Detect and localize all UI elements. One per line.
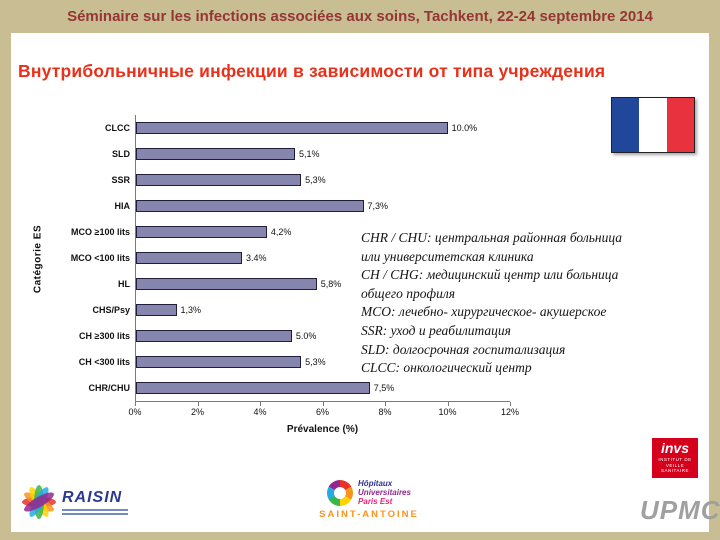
chart-body: Catégorie ES CLCC SLD SSR HIA MCO ≥100 lits M…: [29, 115, 549, 402]
chart-category-label: HL: [118, 279, 130, 289]
chart-bar-row: 1,3%: [136, 297, 510, 323]
hopitaux-logo-line1: Hôpitaux: [358, 479, 393, 488]
chart-bar: [136, 278, 317, 290]
upmc-logo-wordmark: UPMC: [640, 495, 720, 525]
chart-x-axis-title: Prévalence (%): [286, 424, 359, 435]
chart-bar: [136, 330, 292, 342]
x-axis-tick-mark: [385, 402, 386, 406]
chart-y-axis-title: Catégorie ES: [29, 115, 47, 402]
x-axis-tick-mark: [322, 402, 324, 406]
chart-category-label: HIA: [114, 201, 131, 211]
x-axis-tick-mark: [510, 402, 511, 406]
chart-bar-row: 10.0%: [136, 115, 510, 141]
chart-bar-value-label: 5,8%: [320, 279, 342, 289]
chart-category-label: CH <300 lits: [78, 357, 130, 367]
chart-bar: [136, 200, 364, 212]
chart-bar: [136, 252, 242, 264]
glossary-annotation-text: CHR / CHU: центральная районная больница…: [361, 230, 622, 376]
flag-blue-stripe: [612, 98, 640, 152]
x-axis-tick-label: 12%: [500, 407, 520, 417]
slide-title: Внутрибольничные инфекции в зависимости …: [18, 61, 606, 81]
chart-bar-value-label: 5,1%: [298, 149, 320, 159]
slide-header: Séminaire sur les infections associées a…: [0, 0, 720, 33]
hopitaux-logo-top: Hôpitaux Universitaires Paris Est: [303, 479, 435, 506]
chart-bar-value-label: 1,3%: [180, 305, 202, 315]
chart-category-label: MCO ≥100 lits: [71, 227, 130, 237]
hopitaux-logo-line3: Paris Est: [358, 497, 393, 506]
flag-white-stripe: [639, 98, 667, 152]
chart-bar-value-label: 7,3%: [367, 201, 389, 211]
x-axis-tick-label: 0%: [128, 407, 142, 417]
chart-category-label: CHS/Psy: [92, 305, 130, 315]
x-axis-tick-mark: [447, 402, 449, 406]
x-axis-tick-mark: [135, 402, 136, 406]
chart-bar-value-label: 7,5%: [373, 383, 395, 393]
chart-bar-row: 7,3%: [136, 193, 510, 219]
chart-plot: 10.0% 5,1% 5,3% 7,3% 4,2% 3.4% 5,8% 1,3% 5.0% 5,3…: [135, 115, 510, 402]
x-axis-tick-label: 4%: [253, 407, 267, 417]
chart-bar: [136, 174, 302, 186]
raisin-tagline-line: [62, 509, 128, 511]
chart-bar-row: 5,3%: [136, 167, 510, 193]
chart-category-label: MCO <100 lits: [70, 253, 130, 263]
chart-category-label: CH ≥300 lits: [79, 331, 130, 341]
saint-antoine-wordmark: SAINT-ANTOINE: [319, 509, 419, 520]
chart-bar-value-label: 5,3%: [305, 357, 326, 367]
chart-bar-value-label: 3.4%: [245, 253, 267, 263]
hopitaux-logo-line2: Universitaires: [358, 488, 411, 497]
chart-bar-row: 5,3%: [136, 349, 510, 375]
chart-bar: [136, 148, 295, 160]
chart-category-label: CHR/CHU: [88, 383, 131, 393]
raisin-logo-text-block: RAISIN: [62, 489, 128, 515]
raisin-logo: RAISIN: [16, 479, 128, 525]
invs-logo: invs INSTITUT DE VEILLE SANITAIRE: [652, 438, 698, 478]
x-axis-tick-label: 10%: [438, 407, 457, 417]
chart-bar-row: 3.4%: [136, 245, 510, 271]
chart-bar: [136, 356, 302, 368]
chart-category-labels: CLCC SLD SSR HIA MCO ≥100 lits MCO <100 lits H…: [47, 115, 135, 402]
x-axis-tick-label: 6%: [315, 407, 330, 417]
hopitaux-logo-text-block: Hôpitaux Universitaires Paris Est: [358, 479, 411, 506]
slide-content-area: Внутрибольничные инфекции в зависимости …: [11, 33, 720, 532]
raisin-logo-wordmark: RAISIN: [62, 489, 123, 506]
raisin-flower-icon: [22, 485, 56, 519]
chart-bar-row: 5,1%: [136, 141, 510, 167]
raisin-tagline-line: [62, 513, 128, 515]
prevalence-bar-chart: Catégorie ES CLCC SLD SSR HIA MCO ≥100 lits M…: [29, 115, 549, 435]
chart-y-axis-title-text: Catégorie ES: [32, 224, 44, 293]
chart-bar: [136, 304, 177, 316]
chart-category-label: SSR: [111, 175, 130, 185]
x-axis-tick-mark: [197, 402, 199, 406]
chart-bar-row: 5,8%: [136, 271, 510, 297]
chart-category-label: SLD: [112, 149, 130, 159]
chart-bar-row: 4,2%: [136, 219, 510, 245]
chart-bar-value-label: 10.0%: [451, 123, 478, 133]
chart-bar: [136, 382, 370, 394]
invs-logo-subtitle: INSTITUT DE VEILLE SANITAIRE: [658, 457, 692, 473]
chart-bar: [136, 122, 448, 134]
chart-bar-value-label: 4,2%: [270, 227, 292, 237]
x-axis-tick-mark: [260, 402, 261, 406]
chart-bar-value-label: 5,3%: [305, 175, 326, 185]
flag-red-stripe: [666, 98, 694, 152]
chart-bar-row: 5.0%: [136, 323, 510, 349]
chart-x-axis: 0% 2% 4% 6% 8% 10% 12%: [128, 402, 519, 419]
hopitaux-circle-icon: [327, 479, 354, 506]
chart-category-label: CLCC: [105, 123, 130, 133]
x-axis-tick-label: 2%: [190, 407, 205, 417]
invs-logo-wordmark: invs: [660, 440, 689, 456]
hopitaux-paris-est-logo: Hôpitaux Universitaires Paris Est SAINT-…: [303, 479, 435, 520]
x-axis-tick-label: 8%: [378, 407, 392, 417]
chart-bar-value-label: 5.0%: [295, 331, 317, 341]
slide-header-title: Séminaire sur les infections associées a…: [67, 8, 653, 25]
chart-bar: [136, 226, 267, 238]
chart-bar-row: 7,5%: [136, 375, 510, 401]
france-flag-image: [611, 97, 695, 153]
